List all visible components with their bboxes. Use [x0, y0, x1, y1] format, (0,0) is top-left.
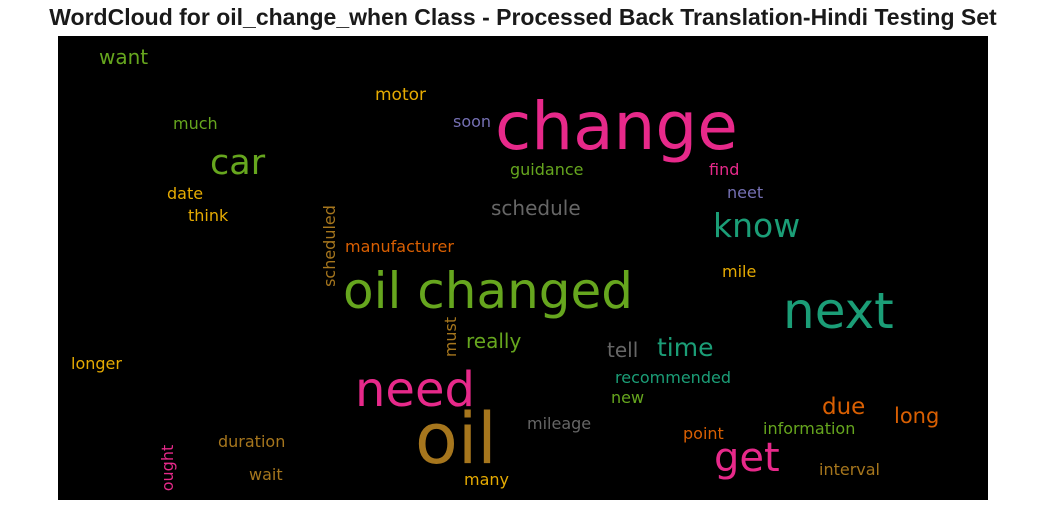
word-really: really	[466, 329, 522, 353]
word-change: change	[495, 88, 738, 165]
word-recommended: recommended	[615, 368, 731, 387]
word-longer: longer	[71, 354, 122, 373]
word-neet: neet	[727, 183, 764, 202]
word-guidance: guidance	[510, 160, 584, 179]
word-due: due	[822, 394, 866, 420]
word-need: need	[355, 362, 475, 418]
word-manufacturer: manufacturer	[345, 237, 454, 256]
word-ought: ought	[158, 444, 177, 492]
word-duration: duration	[218, 432, 286, 451]
word-must: must	[441, 316, 460, 358]
word-long: long	[894, 404, 940, 428]
word-new: new	[611, 388, 645, 407]
word-want: want	[99, 45, 149, 69]
word-get: get	[714, 435, 780, 481]
word-next: next	[783, 282, 894, 340]
chart-title: WordCloud for oil_change_when Class - Pr…	[49, 4, 997, 30]
word-point: point	[683, 424, 724, 443]
word-information: information	[763, 419, 856, 438]
word-soon: soon	[453, 112, 492, 131]
word-oil: oil	[415, 398, 497, 480]
word-tell: tell	[607, 338, 639, 362]
word-schedule: schedule	[491, 196, 581, 220]
word-mile: mile	[722, 262, 757, 281]
word-think: think	[188, 206, 229, 225]
word-motor: motor	[375, 85, 427, 105]
word-cloud-canvas: change oil changed next oil need get car…	[58, 36, 988, 500]
word-time: time	[657, 333, 714, 362]
word-much: much	[173, 114, 218, 133]
word-wait: wait	[249, 465, 283, 484]
word-date: date	[167, 184, 204, 203]
word-know: know	[713, 206, 801, 245]
word-find: find	[709, 160, 740, 179]
word-car: car	[210, 143, 266, 183]
word-interval: interval	[819, 460, 880, 479]
word-oil-changed: oil changed	[343, 262, 634, 320]
word-many: many	[464, 470, 509, 489]
word-mileage: mileage	[527, 414, 592, 433]
word-scheduled: scheduled	[320, 205, 339, 287]
